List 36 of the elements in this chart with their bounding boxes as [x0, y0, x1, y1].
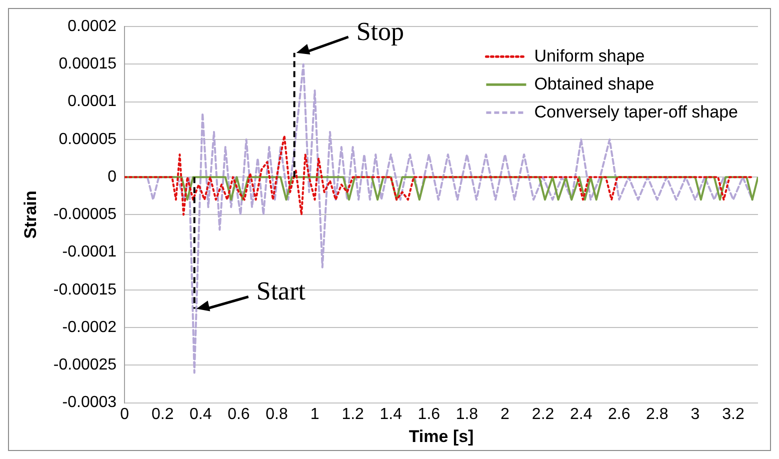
y-tick-label: -0.0002: [62, 318, 117, 336]
x-tick-label: 1.2: [342, 406, 364, 423]
y-tick-label: 0.00015: [58, 56, 117, 73]
annotation: Start: [256, 276, 306, 306]
x-tick-label: 2.2: [532, 406, 554, 423]
legend-label: Obtained shape: [534, 74, 654, 94]
x-tick-label: 1.8: [456, 406, 478, 423]
x-tick-label: 0.8: [266, 406, 288, 423]
x-tick-label: 2.4: [570, 406, 592, 423]
annotation: Stop: [356, 16, 404, 46]
legend-label: Uniform shape: [534, 46, 645, 66]
x-axis-title: Time [s]: [408, 426, 474, 446]
y-tick-label: 0.0001: [68, 93, 117, 110]
x-tick-label: 1.6: [418, 406, 440, 423]
y-axis-title: Strain: [20, 190, 40, 239]
y-tick-label: -0.00025: [53, 356, 117, 374]
x-tick-label: 0.4: [190, 406, 212, 423]
y-tick-label: 0.00005: [58, 130, 117, 148]
x-tick-label: 2: [500, 406, 510, 423]
y-tick-label: -0.0001: [62, 244, 117, 261]
x-tick-label: 3.2: [722, 406, 744, 423]
x-tick-label: 2.6: [608, 406, 630, 423]
y-tick-label: -0.00005: [53, 206, 117, 224]
line-series: [124, 134, 754, 216]
y-tick-label: 0: [108, 168, 117, 186]
x-tick-label: 0.6: [228, 406, 250, 423]
x-tick-label: 3: [690, 406, 700, 423]
x-tick-label: 1: [310, 406, 320, 423]
x-tick-label: 0.2: [151, 406, 174, 423]
y-tick-label: -0.00015: [53, 281, 117, 298]
legend-label: Conversely taper-off shape: [534, 102, 738, 122]
x-tick-label: 1.4: [380, 406, 402, 423]
x-tick-label: 2.8: [646, 406, 668, 423]
y-tick-label: 0.0002: [68, 18, 117, 36]
y-tick-label: -0.0003: [62, 394, 117, 412]
x-tick-label: 0: [120, 406, 130, 423]
